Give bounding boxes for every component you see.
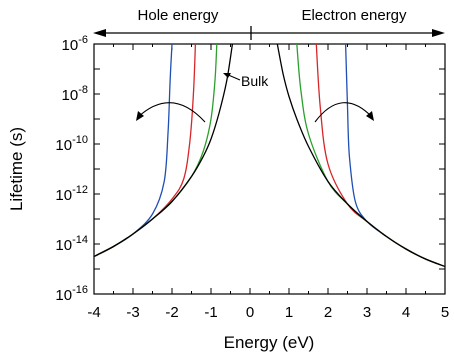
y-tick-label: 10-8	[62, 84, 88, 104]
x-tick-label: -3	[126, 304, 139, 321]
x-tick-label: 3	[363, 304, 371, 321]
x-tick-labels: -4 -3 -2 -1 0 1 2 3 4 5	[87, 304, 449, 321]
right-arrowhead	[432, 29, 445, 37]
y-tick-label: 10-14	[55, 234, 88, 254]
y-tick-labels: 10-6 10-8 10-10 10-12 10-14 10-16	[55, 34, 88, 304]
series-line-0-electron	[276, 44, 445, 268]
hole-energy-label: Hole energy	[138, 7, 219, 24]
x-tick-label: -4	[87, 304, 100, 321]
left-curved-arrow	[137, 102, 206, 123]
x-tick-label: 5	[441, 304, 449, 321]
series-line-3-electron	[344, 44, 445, 268]
bulk-pointer-head	[223, 73, 231, 78]
left-arrowhead	[93, 29, 106, 37]
y-tick-label: 10-10	[55, 134, 88, 154]
x-tick-label: 1	[285, 304, 293, 321]
axis-ticks	[93, 43, 446, 295]
series-lines	[94, 44, 445, 268]
right-curved-arrow	[314, 102, 373, 123]
y-tick-label: 10-16	[55, 284, 88, 304]
left-curved-arrowhead	[136, 111, 144, 121]
y-tick-label: 10-6	[62, 34, 88, 54]
series-line-1-hole	[94, 44, 218, 258]
y-axis-title: Lifetime (s)	[7, 127, 26, 211]
x-tick-label: 0	[246, 304, 254, 321]
bulk-annotation: Bulk	[223, 73, 269, 89]
shift-arrows	[136, 102, 374, 123]
x-axis-title: Energy (eV)	[224, 333, 315, 352]
series-group	[94, 44, 445, 268]
plot-frame	[93, 43, 446, 295]
series-line-0-hole	[94, 44, 234, 258]
right-curved-arrowhead	[366, 111, 374, 121]
x-tick-label: -2	[165, 304, 178, 321]
top-header: Hole energy Electron energy	[93, 7, 445, 40]
bulk-label: Bulk	[241, 73, 269, 89]
y-tick-label: 10-12	[55, 184, 88, 204]
series-line-3-hole	[94, 44, 173, 258]
x-tick-label: 2	[324, 304, 332, 321]
series-line-1-electron	[296, 44, 445, 268]
x-tick-label: 4	[402, 304, 410, 321]
x-tick-label: -1	[204, 304, 217, 321]
electron-energy-label: Electron energy	[301, 7, 407, 24]
